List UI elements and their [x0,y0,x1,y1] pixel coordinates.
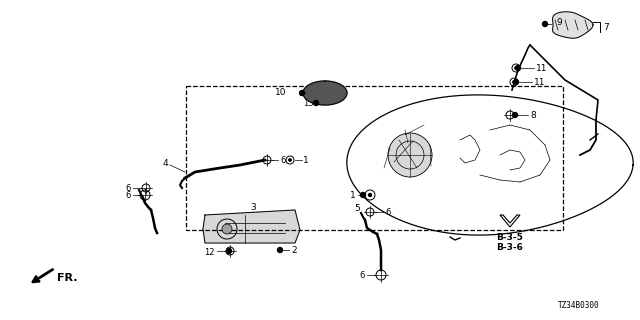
Circle shape [543,21,547,27]
Text: 10: 10 [275,87,286,97]
Bar [186,86,563,230]
Text: 6: 6 [125,183,131,193]
Circle shape [388,133,432,177]
Polygon shape [203,210,300,243]
Text: 1: 1 [350,190,356,199]
Text: 12: 12 [205,247,215,257]
Text: 8: 8 [530,110,536,119]
Text: 6: 6 [280,156,285,164]
Text: B-3-5: B-3-5 [496,233,523,242]
Circle shape [513,113,518,117]
Circle shape [314,100,319,106]
Text: 6: 6 [360,270,365,279]
Circle shape [513,79,518,84]
Text: 1: 1 [303,156,308,164]
Circle shape [369,194,371,196]
Text: 13: 13 [303,99,314,108]
Text: TZ34B0300: TZ34B0300 [558,301,600,310]
Circle shape [289,159,291,161]
Circle shape [278,247,282,252]
Text: 11: 11 [536,63,547,73]
Text: 7: 7 [603,22,609,31]
Text: FR.: FR. [57,273,77,283]
Text: 2: 2 [291,245,296,254]
Text: 9: 9 [556,18,562,27]
Polygon shape [500,215,520,227]
Circle shape [227,249,232,253]
Circle shape [515,66,520,70]
Polygon shape [347,95,633,235]
Polygon shape [552,12,593,38]
Circle shape [222,224,232,234]
Circle shape [515,67,517,69]
Text: 6: 6 [125,190,131,199]
Text: 4: 4 [163,158,168,167]
Circle shape [513,81,515,83]
Circle shape [300,91,305,95]
Text: 11: 11 [534,77,545,86]
Text: 3: 3 [250,203,256,212]
Text: B-3-6: B-3-6 [496,243,523,252]
Polygon shape [303,81,347,105]
Circle shape [360,193,365,197]
Text: 5: 5 [355,204,360,212]
Text: 6: 6 [385,207,390,217]
